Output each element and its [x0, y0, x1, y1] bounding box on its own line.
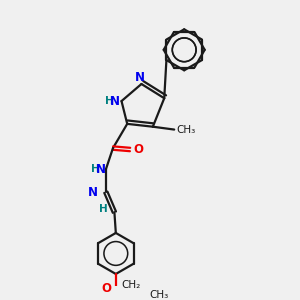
Text: H: H: [91, 164, 100, 174]
Text: N: N: [88, 186, 98, 199]
Text: CH₃: CH₃: [149, 290, 169, 300]
Text: H: H: [99, 204, 108, 214]
Text: O: O: [101, 282, 111, 295]
Text: O: O: [134, 143, 143, 156]
Text: CH₂: CH₂: [122, 280, 141, 290]
Text: CH₃: CH₃: [176, 124, 196, 135]
Text: N: N: [135, 71, 145, 84]
Text: N: N: [96, 163, 106, 176]
Text: N: N: [110, 94, 120, 108]
Text: H: H: [105, 96, 113, 106]
